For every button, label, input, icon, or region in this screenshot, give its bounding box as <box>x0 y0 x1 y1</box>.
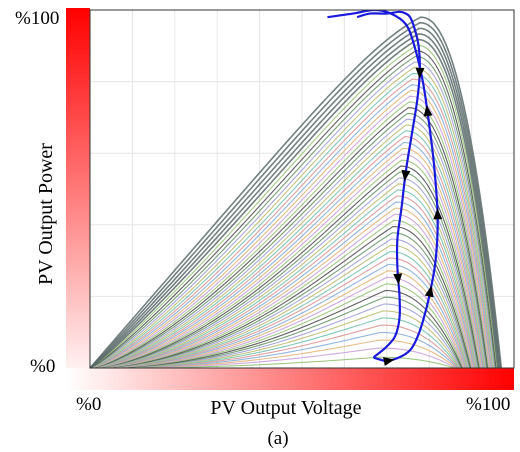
y-axis-title: PV Output Power <box>35 143 57 285</box>
trajectory-arrow <box>423 105 433 117</box>
pv-curve <box>90 189 477 368</box>
pv-curve <box>90 50 497 368</box>
pv-curve <box>90 27 501 368</box>
pv-curve <box>90 72 494 368</box>
trajectory-arrow <box>424 285 434 298</box>
y-tick-label-max: %100 <box>15 8 59 29</box>
pv-curve <box>90 107 489 368</box>
pv-curve <box>90 55 496 368</box>
x-tick-label-max: %100 <box>466 394 510 415</box>
mppt-trajectory-line <box>327 10 439 362</box>
mppt-trajectory <box>327 10 443 366</box>
trajectory-arrow <box>383 357 395 366</box>
pv-curve <box>90 78 493 368</box>
pv-curve <box>90 232 471 368</box>
pv-curve <box>90 257 468 368</box>
pv-curve <box>90 112 488 368</box>
pv-curve <box>90 16 503 368</box>
pv-curve <box>90 213 473 368</box>
pv-curve <box>90 118 487 368</box>
x-tick-label-min: %0 <box>76 394 101 415</box>
pv-curve <box>90 61 496 368</box>
pv-curve <box>90 238 470 368</box>
pv-curve <box>90 141 484 368</box>
pv-curve <box>90 67 495 368</box>
pv-curve <box>90 251 468 368</box>
pv-curve <box>90 195 476 368</box>
trajectory-arrow <box>415 67 425 79</box>
y-axis-gradient-bar <box>66 8 90 390</box>
trajectory-arrow <box>401 169 411 182</box>
pv-curve <box>90 38 499 368</box>
figure-caption: (a) <box>267 428 288 449</box>
plot-border <box>89 9 515 369</box>
pv-curve <box>90 84 492 368</box>
pv-curve <box>90 201 475 368</box>
trajectory-arrow <box>433 208 443 220</box>
pv-curve <box>90 95 490 368</box>
pv-curve <box>90 244 469 368</box>
x-axis-gradient-bar <box>66 368 514 390</box>
pv-curve <box>90 219 473 368</box>
pv-curve <box>90 147 483 368</box>
y-tick-label-min: %0 <box>30 356 55 377</box>
pv-curve <box>90 136 485 368</box>
trajectory-arrow <box>393 273 403 285</box>
pv-curve <box>90 207 474 368</box>
pv-curve <box>90 183 478 368</box>
pv-curve <box>90 226 472 368</box>
pv-curve <box>90 101 490 368</box>
pv-curve <box>90 171 479 368</box>
pv-curve <box>90 33 500 368</box>
pv-curve <box>90 44 498 368</box>
pv-curve <box>90 89 491 368</box>
pv-curve <box>90 165 480 368</box>
pv-curve <box>90 130 485 368</box>
pv-curve <box>90 21 502 368</box>
pv-curve <box>90 177 479 368</box>
pv-curve <box>90 124 486 368</box>
x-axis-title: PV Output Voltage <box>210 397 361 419</box>
